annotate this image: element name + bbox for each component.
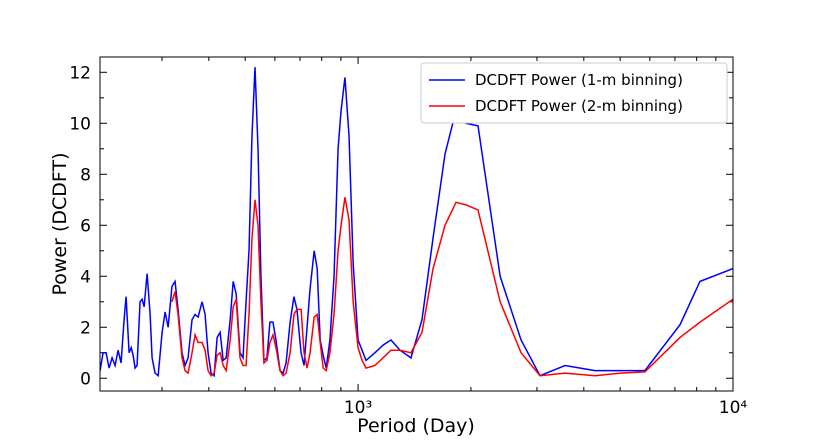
series-line	[100, 67, 733, 378]
legend-box	[420, 62, 728, 124]
y-tick-label: 10	[69, 114, 91, 134]
y-tick-label: 4	[80, 267, 91, 287]
y-tick-label: 0	[80, 369, 91, 389]
plot-frame	[99, 56, 734, 392]
y-tick-label: 6	[80, 216, 91, 236]
x-tick-label: 10³	[344, 398, 372, 418]
x-axis-label: Period (Day)	[357, 415, 475, 437]
y-tick-label: 8	[80, 165, 91, 185]
x-tick-label: 10⁴	[719, 398, 748, 418]
legend-label: DCDFT Power (1-m binning)	[475, 71, 683, 89]
series-line	[171, 197, 733, 377]
y-tick-label: 12	[69, 63, 91, 83]
legend-label: DCDFT Power (2-m binning)	[475, 97, 683, 115]
y-tick-label: 2	[80, 318, 91, 338]
y-axis-label: Power (DCDFT)	[49, 152, 71, 295]
